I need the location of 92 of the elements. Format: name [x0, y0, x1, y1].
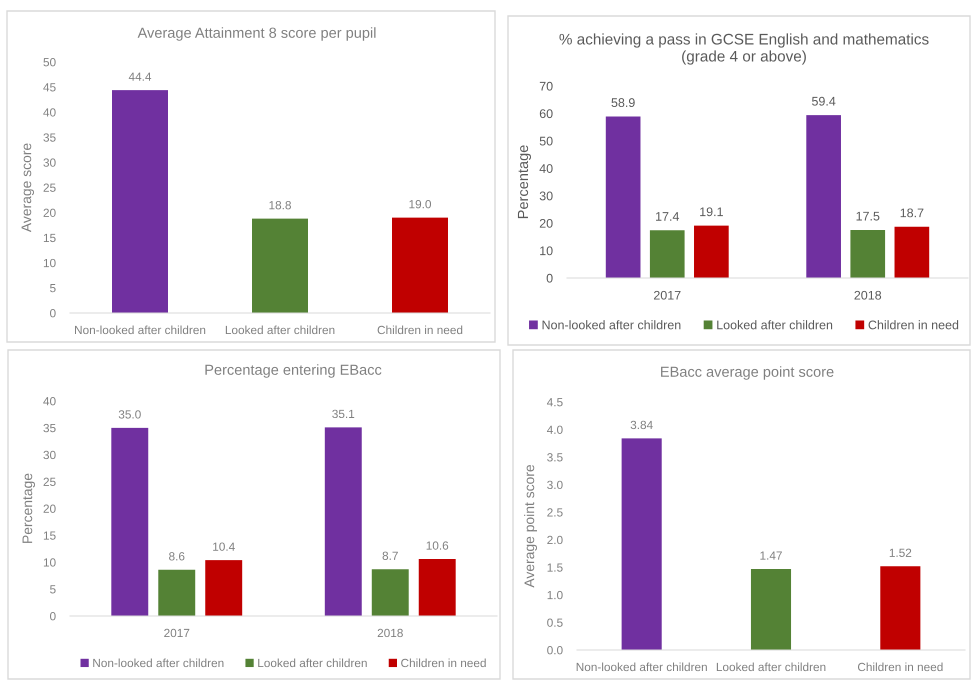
y-tick-label: 15 [44, 532, 56, 540]
y-tick-label: 30 [43, 158, 56, 167]
y-tick-label: 40 [43, 108, 56, 117]
bar [622, 438, 662, 650]
x-tick-label: 2017 [654, 290, 681, 300]
y-tick-label: 1.0 [548, 590, 563, 600]
x-tick-label: Children in need [378, 326, 462, 334]
y-axis-title: Average score [22, 143, 34, 232]
x-tick-label: Non-looked after children [576, 662, 707, 672]
y-tick-label: 3.0 [547, 480, 563, 490]
bar [252, 218, 308, 313]
data-label: 18.8 [269, 200, 291, 210]
data-label: 44.4 [128, 72, 152, 81]
x-tick-label: Looked after children [226, 326, 334, 334]
y-axis-title: Percentage [518, 145, 531, 218]
y-tick-label: 0.0 [547, 646, 563, 654]
y-tick-label: 40 [539, 164, 553, 173]
data-label: 35.1 [332, 410, 354, 418]
data-label: 3.84 [630, 420, 653, 430]
y-tick-label: 30 [43, 450, 56, 460]
data-label: 1.52 [890, 548, 912, 557]
y-tick-label: 25 [44, 478, 56, 486]
x-tick-label: 2018 [854, 290, 882, 300]
bar [205, 560, 242, 616]
y-tick-label: 4.0 [546, 426, 563, 434]
bar [418, 559, 456, 616]
bar [750, 568, 792, 650]
chart-title: Average Attainment 8 score per pupil [138, 27, 376, 41]
y-tick-label: 2.5 [547, 508, 563, 517]
y-axis-title: Average point score [524, 464, 537, 588]
data-label: 1.47 [760, 551, 782, 560]
x-tick-label: 2017 [164, 628, 190, 638]
y-tick-label: 50 [43, 58, 56, 66]
data-label: 18.7 [900, 208, 924, 218]
bar [158, 570, 196, 616]
bar [324, 427, 362, 616]
y-tick-label: 60 [540, 109, 553, 118]
bar [372, 569, 409, 616]
data-label: 8.7 [382, 552, 398, 560]
x-tick-label: 2018 [378, 628, 403, 638]
data-label: 10.6 [426, 541, 448, 550]
y-tick-label: 0.5 [547, 618, 563, 627]
y-tick-label: 5 [50, 284, 56, 292]
y-tick-label: 30 [540, 192, 553, 200]
bar [606, 116, 640, 278]
y-tick-label: 20 [44, 504, 56, 513]
y-tick-label: 20 [44, 208, 56, 217]
y-tick-label: 10 [44, 258, 56, 268]
bar [392, 218, 448, 313]
data-label: 35.0 [118, 410, 141, 419]
x-tick-label: Non-looked after children [75, 326, 206, 334]
x-tick-label: Looked after children [716, 662, 826, 672]
y-tick-label: 1.5 [548, 563, 563, 572]
data-label: 8.6 [169, 552, 184, 560]
bar [694, 226, 729, 278]
data-label: 17.5 [856, 212, 880, 221]
y-tick-label: 35 [43, 424, 56, 432]
y-tick-label: 20 [540, 218, 553, 228]
bar [112, 90, 168, 313]
x-tick-label: Children in need [858, 662, 943, 672]
y-tick-label: 70 [540, 82, 553, 91]
y-tick-label: 5 [50, 585, 56, 594]
chart-title: Percentage entering EBacc [205, 364, 382, 378]
y-tick-label: 0 [546, 274, 553, 283]
y-tick-label: 2.0 [547, 536, 563, 544]
chart-title: % achieving a pass in GCSE English and mathematics (grade 4 or above) [559, 33, 929, 65]
y-tick-label: 35 [43, 133, 56, 142]
chart-title: EBacc average point score [661, 366, 834, 380]
bar [650, 230, 685, 278]
data-label: 59.4 [812, 96, 836, 106]
y-tick-label: 4.5 [546, 398, 563, 406]
y-tick-label: 3.5 [547, 453, 563, 462]
bar [880, 566, 920, 650]
bar [806, 115, 841, 278]
y-tick-label: 10 [44, 558, 56, 567]
data-label: 10.4 [213, 542, 235, 551]
y-tick-label: 45 [43, 83, 56, 92]
y-axis-title: Percentage [22, 474, 35, 543]
bar [850, 230, 886, 278]
y-tick-label: 50 [540, 136, 553, 146]
bar [894, 226, 930, 278]
y-tick-label: 25 [44, 184, 56, 192]
bar [111, 428, 148, 616]
y-tick-label: 0 [50, 309, 56, 318]
y-tick-label: 10 [540, 246, 553, 256]
y-tick-label: 40 [43, 397, 56, 406]
data-label: 58.9 [611, 98, 635, 108]
data-label: 19.0 [409, 200, 432, 208]
data-label: 17.4 [656, 212, 680, 221]
data-label: 19.1 [700, 207, 723, 216]
y-tick-label: 15 [44, 234, 56, 242]
y-tick-label: 0 [50, 612, 56, 620]
